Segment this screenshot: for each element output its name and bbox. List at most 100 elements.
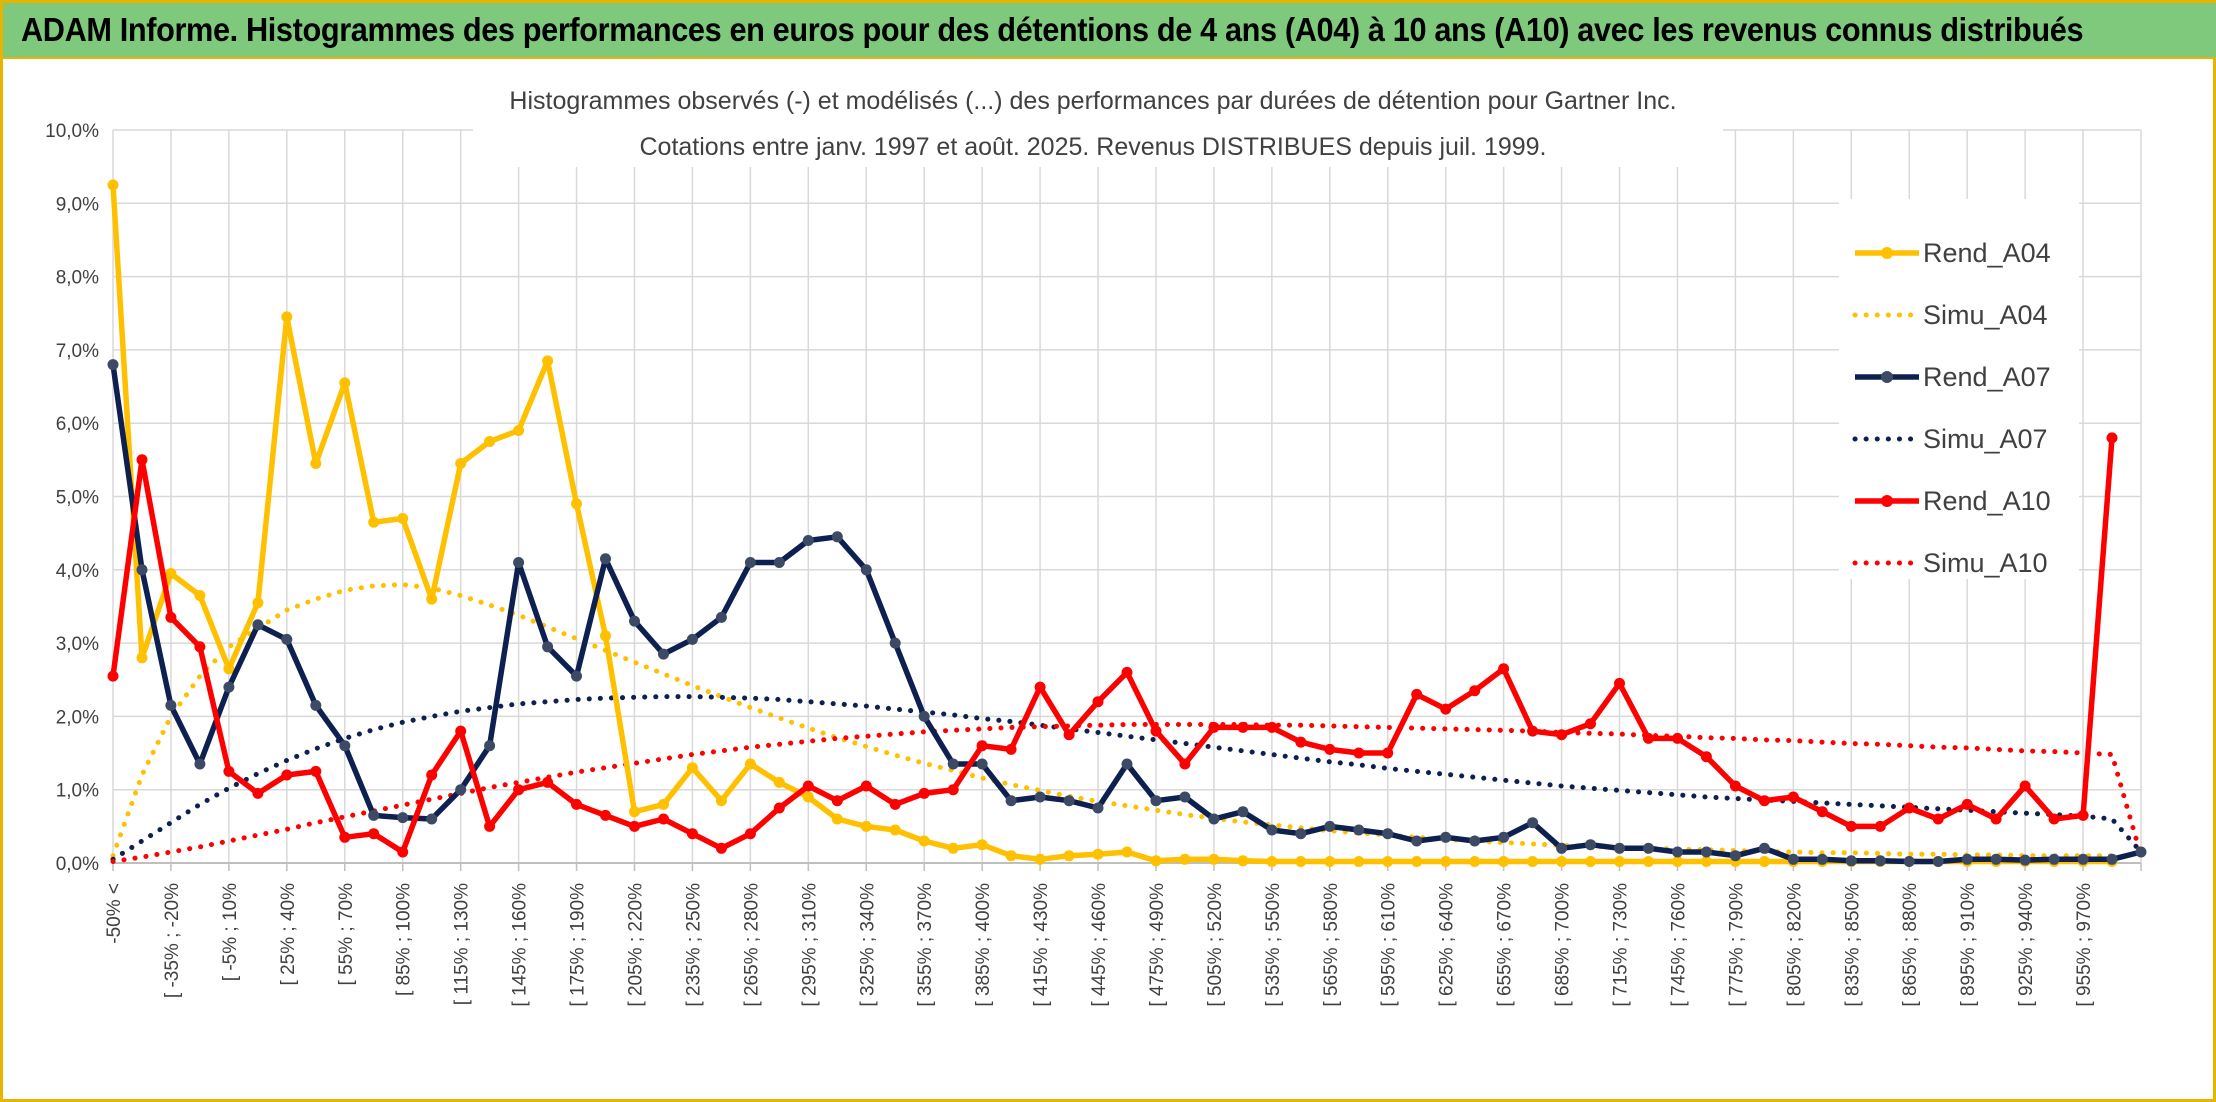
point-rend-a07 [2048, 853, 2060, 865]
point-rend-a07 [1498, 831, 1510, 843]
point-rend-a04 [1092, 848, 1104, 860]
point-rend-a07 [571, 670, 582, 682]
point-rend-a07 [1034, 791, 1046, 803]
point-rend-a07 [1324, 820, 1336, 832]
x-tick-label: [ 565% ; 580% [1321, 883, 1342, 1007]
point-rend-a07 [1585, 839, 1596, 851]
point-rend-a04 [1324, 856, 1336, 867]
point-rend-a10 [2106, 432, 2118, 444]
point-rend-a04 [658, 798, 669, 810]
point-rend-a04 [918, 835, 930, 847]
point-rend-a07 [1440, 831, 1452, 843]
point-rend-a10 [107, 670, 119, 682]
y-tick-label: 3,0% [56, 634, 99, 655]
point-rend-a04 [976, 839, 988, 851]
x-tick-label: [ 715% ; 730% [1611, 883, 1632, 1007]
point-rend-a10 [1932, 813, 1944, 825]
point-rend-a10 [1353, 747, 1365, 759]
point-rend-a10 [310, 765, 322, 777]
x-tick-label: [ 85% ; 100% [394, 883, 415, 996]
x-tick-label: [ 355% ; 370% [915, 883, 936, 1007]
legend-marker-rend-a10 [1881, 495, 1893, 507]
x-tick-label: [ 535% ; 550% [1263, 883, 1284, 1007]
point-rend-a10 [2048, 813, 2060, 825]
x-tick-label: [ 835% ; 850% [1842, 883, 1863, 1007]
point-rend-a10 [1266, 721, 1278, 733]
report-banner: ADAM Informe. Histogrammes des performan… [3, 3, 2216, 59]
point-rend-a04 [1208, 853, 1220, 865]
point-rend-a10 [1150, 725, 1162, 737]
point-rend-a10 [658, 813, 669, 825]
point-rend-a10 [2019, 780, 2031, 792]
point-rend-a10 [1990, 813, 2002, 825]
point-rend-a04 [1440, 856, 1452, 867]
point-rend-a04 [889, 824, 901, 836]
series-rend-a10 [107, 432, 2118, 858]
point-rend-a10 [1324, 743, 1336, 755]
point-rend-a07 [107, 359, 119, 371]
point-rend-a10 [976, 740, 988, 752]
x-tick-label: [ 205% ; 220% [625, 883, 646, 1007]
legend-label-rend-a10: Rend_A10 [1923, 486, 2051, 516]
point-rend-a04 [860, 820, 872, 832]
point-rend-a04 [1295, 856, 1307, 867]
point-rend-a07 [2135, 846, 2147, 858]
point-rend-a04 [397, 513, 409, 524]
chart-title-background [473, 77, 1723, 167]
point-rend-a07 [310, 699, 322, 711]
point-rend-a10 [1295, 736, 1307, 748]
point-rend-a04 [1758, 856, 1770, 867]
x-tick-label: [ -5% ; 10% [220, 883, 241, 981]
point-rend-a10 [1382, 747, 1394, 759]
point-rend-a04 [368, 516, 380, 528]
point-rend-a07 [1266, 824, 1278, 836]
point-rend-a07 [1700, 846, 1712, 858]
point-rend-a10 [223, 765, 235, 777]
point-rend-a07 [1758, 842, 1770, 854]
point-rend-a10 [397, 846, 409, 858]
point-rend-a07 [1295, 828, 1307, 840]
point-rend-a07 [715, 611, 727, 623]
point-rend-a10 [1903, 802, 1915, 814]
point-rend-a04 [571, 498, 582, 510]
point-rend-a07 [1932, 856, 1944, 867]
x-tick-label: [ 445% ; 460% [1089, 883, 1110, 1007]
point-rend-a07 [426, 813, 438, 825]
point-rend-a07 [860, 564, 872, 576]
x-tick-label: [ 685% ; 700% [1553, 883, 1574, 1007]
point-rend-a07 [658, 648, 669, 660]
point-rend-a04 [223, 663, 235, 675]
point-rend-a07 [542, 641, 554, 653]
point-rend-a07 [1614, 842, 1625, 854]
point-rend-a10 [1411, 688, 1423, 700]
point-rend-a04 [831, 813, 843, 825]
point-rend-a10 [715, 842, 727, 854]
point-rend-a07 [455, 784, 467, 796]
point-rend-a07 [1556, 842, 1568, 854]
series-simu-a07 [110, 694, 2144, 862]
x-tick-label: [ 745% ; 760% [1668, 883, 1689, 1007]
point-rend-a07 [1643, 842, 1654, 854]
legend-background [1839, 199, 2079, 579]
point-rend-a04 [1614, 856, 1625, 867]
point-rend-a04 [686, 762, 698, 774]
point-rend-a10 [1179, 758, 1191, 770]
point-rend-a10 [600, 809, 611, 821]
point-rend-a07 [629, 615, 640, 627]
point-rend-a10 [1063, 729, 1075, 741]
point-rend-a10 [1874, 820, 1886, 832]
point-rend-a10 [484, 820, 496, 832]
y-tick-label: 1,0% [56, 781, 99, 802]
point-rend-a10 [339, 831, 351, 843]
point-rend-a07 [1237, 806, 1249, 818]
point-rend-a10 [1614, 677, 1625, 689]
point-rend-a04 [1150, 855, 1162, 867]
y-tick-label: 6,0% [56, 414, 99, 435]
point-rend-a07 [1527, 817, 1539, 829]
y-tick-label: 0,0% [56, 854, 99, 875]
point-rend-a07 [1787, 853, 1799, 865]
point-rend-a07 [252, 619, 264, 631]
y-tick-label: 2,0% [56, 707, 99, 728]
point-rend-a10 [165, 611, 177, 623]
x-tick-label: [ 865% ; 880% [1900, 883, 1921, 1007]
